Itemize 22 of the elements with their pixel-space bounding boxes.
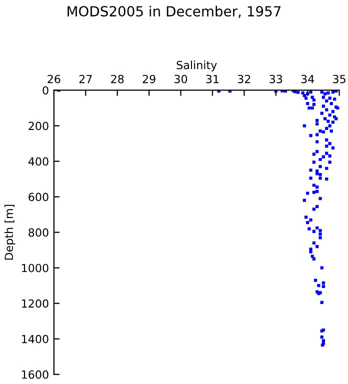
- y-tick-label: 600: [28, 192, 48, 202]
- x-axis-title: Salinity: [176, 60, 217, 72]
- x-tick-label: 31: [206, 74, 219, 84]
- x-tick-label: 33: [270, 74, 282, 84]
- x-tick-label: 27: [79, 74, 92, 84]
- y-tick-label: 1400: [22, 334, 48, 344]
- y-axis-title: Depth [m]: [4, 204, 16, 260]
- y-tick-label: 800: [28, 228, 48, 237]
- y-tick-label: 1000: [22, 264, 48, 272]
- x-tick-label: 35: [333, 74, 346, 84]
- x-tick-label: 32: [238, 74, 250, 84]
- y-tick-label: 200: [28, 122, 48, 130]
- x-tick-label: 28: [111, 74, 124, 84]
- y-tick-label: 1600: [22, 370, 48, 379]
- y-tick-label: 400: [28, 157, 48, 166]
- x-tick-label: 30: [174, 74, 188, 84]
- x-tick-label: 29: [142, 74, 156, 84]
- x-tick-label: 26: [48, 74, 60, 84]
- x-tick-label: 34: [301, 74, 314, 84]
- y-tick-label: 0: [42, 86, 48, 95]
- y-tick-label: 1200: [22, 299, 48, 308]
- chart-title: MODS2005 in December, 1957: [68, 6, 281, 18]
